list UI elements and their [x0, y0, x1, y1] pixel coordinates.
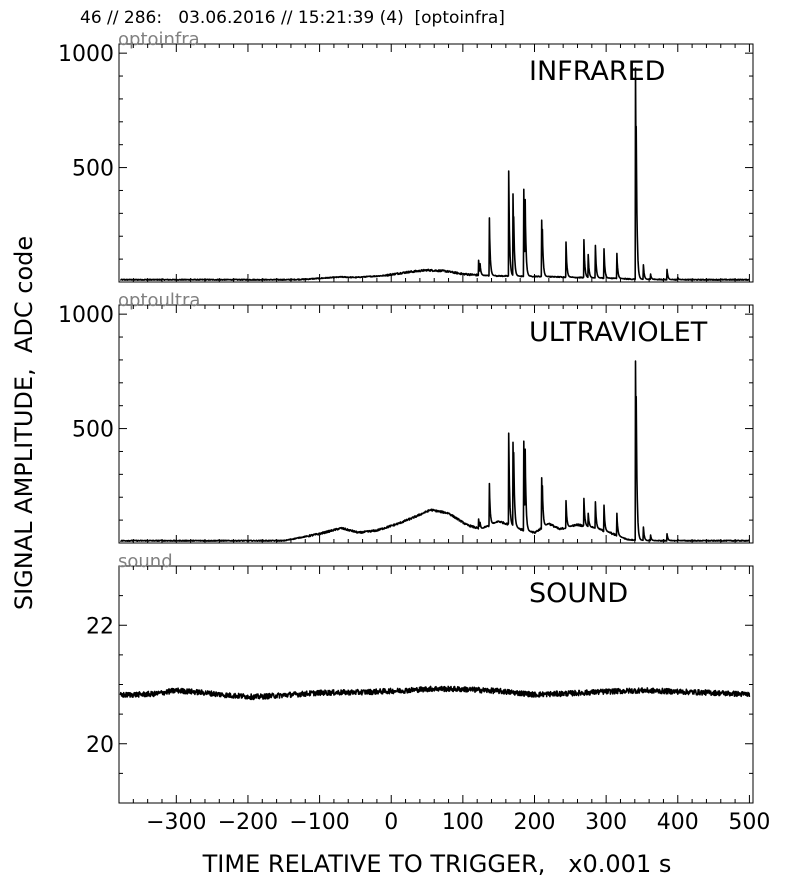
panel-sound-xtick-label: 300: [585, 810, 627, 835]
figure-header: 46 // 286: 03.06.2016 // 15:21:39 (4) [o…: [80, 8, 505, 28]
panel-sound-xtick-label: 200: [514, 810, 556, 835]
panel-sound-xtick-label: 500: [728, 810, 770, 835]
panel-optoultra-signal-line: [120, 360, 750, 543]
panel-optoultra-title: ULTRAVIOLET: [529, 317, 708, 348]
x-axis-label: TIME RELATIVE TO TRIGGER, x0.001 s: [202, 850, 672, 878]
y-axis-label: SIGNAL AMPLITUDE, ADC code: [10, 235, 38, 611]
panel-sound-frame: [118, 565, 754, 804]
panel-optoinfra-title: INFRARED: [529, 56, 665, 87]
panel-sound-xtick-label: 0: [384, 810, 398, 835]
panel-sound-signal-line: [119, 685, 751, 701]
panel-sound-ytick-label: 22: [86, 614, 114, 639]
panel-optoultra-tag: optoultra: [118, 290, 200, 311]
panel-optoinfra-tag: optoinfra: [118, 29, 200, 50]
panel-sound-xtick-label: −200: [218, 810, 278, 835]
panel-optoultra-ytick-label: 500: [72, 418, 114, 443]
panel-sound-title: SOUND: [529, 578, 628, 609]
panel-sound-ytick-label: 20: [86, 733, 114, 758]
panel-optoultra-frame: [118, 304, 754, 544]
panel-optoinfra-frame: [118, 43, 754, 283]
panel-sound-xtick-label: −300: [146, 810, 206, 835]
panel-sound-xtick-label: 100: [442, 810, 484, 835]
panel-sound-xtick-label: 400: [657, 810, 699, 835]
panel-sound-tag: sound: [118, 551, 173, 572]
panel-optoinfra-signal-line: [119, 67, 750, 282]
panel-sound-xtick-label: −100: [289, 810, 349, 835]
panel-optoultra-ytick-label: 1000: [58, 303, 114, 328]
panel-optoinfra-ytick-label: 500: [72, 157, 114, 182]
panel-optoinfra-ytick-label: 1000: [58, 42, 114, 67]
